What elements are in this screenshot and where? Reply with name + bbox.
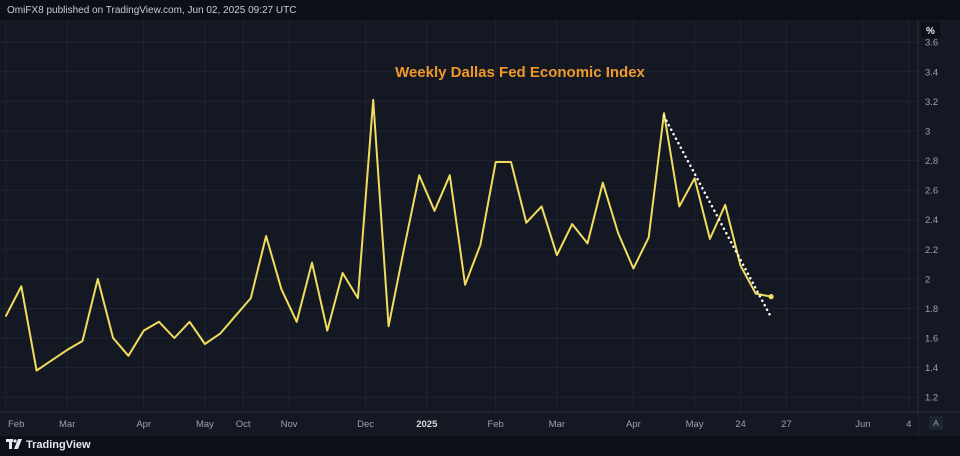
y-tick-label: 3.6 [925, 38, 938, 49]
plot-background [0, 20, 960, 436]
price-axis-background [918, 20, 960, 436]
tradingview-brand[interactable]: TradingView [6, 439, 91, 451]
x-tick-label: 2025 [416, 419, 438, 430]
x-tick-label: Mar [549, 419, 565, 430]
unit-label-box[interactable] [921, 22, 940, 38]
tradingview-logo-icon [6, 439, 22, 449]
time-axis[interactable]: Feb Mar Apr May Oct Nov Dec 2025 Feb Mar Apr May 24 2… [0, 411, 960, 436]
x-tick-label: Nov [281, 419, 298, 430]
unit-label[interactable]: % [926, 26, 935, 37]
publisher-text: OmiFX8 published on TradingView.com, Jun… [7, 5, 297, 16]
x-tick-label: Dec [357, 419, 374, 430]
y-tick-label: 3.4 [925, 67, 938, 78]
x-tick-label: 24 [735, 419, 746, 430]
y-tick-label: 2.6 [925, 186, 938, 197]
chart-area[interactable]: Weekly Dallas Fed Economic Index 1.2 1.4 1… [0, 20, 960, 436]
x-tick-label: Apr [136, 419, 151, 430]
trend-line[interactable] [662, 114, 773, 319]
x-tick-label: 27 [781, 419, 792, 430]
y-tick-label: 2.4 [925, 215, 938, 226]
last-value-point [768, 294, 774, 300]
x-tick-label: Jun [855, 419, 870, 430]
auto-scale-label[interactable]: A [933, 418, 939, 428]
x-tick-label: 4 [906, 419, 911, 430]
brand-label: TradingView [26, 439, 91, 451]
price-axis[interactable]: 1.2 1.4 1.6 1.8 2 2.2 2.4 2.6 2.8 3 3.2 3.4 3.6% [917, 20, 960, 436]
y-tick-label: 2.8 [925, 156, 938, 167]
y-tick-label: 3 [925, 126, 930, 137]
x-tick-label: May [686, 419, 704, 430]
y-tick-label: 1.4 [925, 363, 938, 374]
footer: TradingView [0, 436, 960, 456]
y-tick-label: 1.8 [925, 304, 938, 315]
y-tick-label: 2.2 [925, 245, 938, 256]
auto-scale-button[interactable]: A [929, 416, 943, 430]
y-tick-label: 1.2 [925, 393, 938, 404]
publisher-header: OmiFX8 published on TradingView.com, Jun… [0, 0, 960, 20]
series-line[interactable] [5, 98, 773, 372]
y-tick-label: 3.2 [925, 97, 938, 108]
time-axis-background [0, 412, 918, 436]
grid-lines [0, 20, 918, 412]
chart-title: Weekly Dallas Fed Economic Index [395, 64, 645, 81]
auto-scale-button-bg[interactable] [929, 416, 943, 430]
x-tick-label: May [196, 419, 214, 430]
y-tick-label: 1.6 [925, 334, 938, 345]
x-tick-label: Oct [236, 419, 251, 430]
line-chart[interactable]: Weekly Dallas Fed Economic Index 1.21.41… [0, 20, 960, 436]
x-tick-label: Mar [59, 419, 75, 430]
x-tick-label: Feb [8, 419, 24, 430]
series-layer [5, 98, 774, 372]
x-tick-label: Feb [487, 419, 503, 430]
x-tick-label: Apr [626, 419, 641, 430]
y-tick-label: 2 [925, 274, 930, 285]
